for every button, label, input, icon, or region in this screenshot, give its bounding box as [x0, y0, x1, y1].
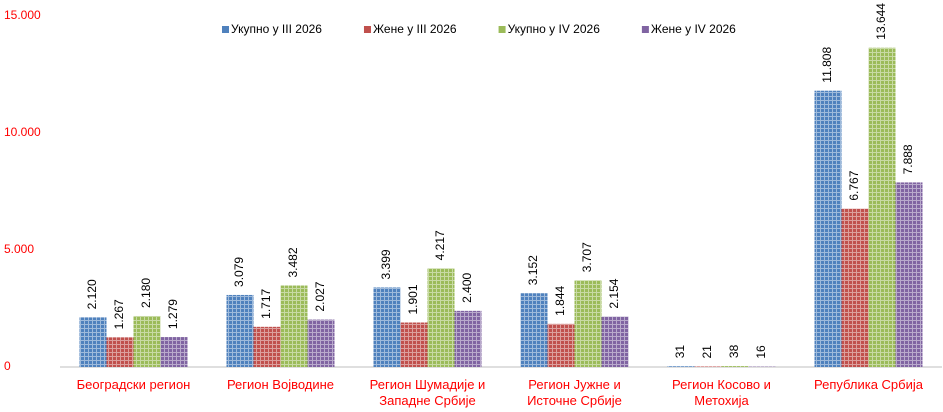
bar	[253, 326, 281, 367]
bar	[454, 310, 482, 367]
data-label: 2.180	[139, 278, 153, 308]
data-label: 7.888	[901, 144, 915, 174]
bar	[226, 294, 254, 367]
bar	[574, 280, 602, 367]
bar	[79, 317, 107, 367]
legend-label: Укупно у III 2026	[231, 22, 322, 36]
bar	[547, 323, 575, 367]
legend-swatch	[222, 26, 229, 33]
legend-swatch	[363, 26, 371, 33]
data-label: 2.400	[460, 272, 474, 302]
x-tick-label: Београдски регион	[76, 377, 191, 392]
bar	[601, 316, 629, 367]
data-label: 1.901	[406, 284, 420, 314]
legend-swatch	[641, 26, 649, 33]
x-tick-label: Регион Косово и Метохија	[672, 377, 771, 408]
data-label: 3.707	[580, 242, 594, 272]
bar	[106, 337, 134, 367]
data-label: 3.079	[232, 257, 246, 287]
bar	[133, 315, 161, 367]
bar	[895, 182, 923, 367]
bar	[520, 293, 548, 367]
bar	[280, 285, 308, 367]
data-label: 4.217	[433, 230, 447, 260]
data-label: 3.482	[286, 247, 300, 277]
y-tick-label: 0	[4, 359, 11, 373]
data-label: 11.808	[820, 47, 834, 83]
bar	[427, 268, 455, 367]
x-tick-label: Регион Јужне и Источне Србије	[527, 377, 622, 408]
data-label: 38	[727, 344, 741, 358]
bar	[160, 337, 188, 367]
data-label: 13.644	[874, 3, 888, 40]
data-label: 1.717	[259, 288, 273, 318]
bar	[373, 287, 401, 367]
data-label: 1.279	[166, 299, 180, 329]
bar	[400, 322, 428, 367]
data-label: 31	[673, 345, 687, 359]
data-label: 2.120	[85, 279, 99, 309]
x-tick-label: Регион Шумадије и Западне Србије	[369, 377, 486, 408]
x-tick-label: Република Србија	[814, 377, 923, 392]
data-label: 6.767	[847, 170, 861, 200]
legend-swatch	[498, 26, 506, 33]
y-tick-label: 15.000	[4, 8, 41, 22]
legend-label: Жене у III 2026	[373, 22, 457, 36]
x-tick-label: Регион Војводине	[226, 377, 335, 392]
data-label: 1.844	[553, 285, 567, 315]
bar	[868, 47, 896, 367]
bar	[721, 366, 749, 367]
legend-label: Жене у IV 2026	[651, 22, 736, 36]
bar	[667, 366, 695, 367]
bar	[841, 208, 869, 367]
legend-label: Укупно у IV 2026	[508, 22, 601, 36]
data-label: 2.027	[313, 281, 327, 311]
data-label: 16	[754, 345, 768, 359]
bar	[814, 90, 842, 367]
data-label: 21	[700, 345, 714, 359]
y-tick-label: 10.000	[4, 125, 41, 139]
bar	[307, 319, 335, 367]
data-label: 1.267	[112, 299, 126, 329]
data-label: 3.152	[526, 255, 540, 285]
y-tick-label: 5.000	[4, 242, 34, 256]
data-label: 3.399	[379, 249, 393, 279]
data-label: 2.154	[607, 278, 621, 308]
